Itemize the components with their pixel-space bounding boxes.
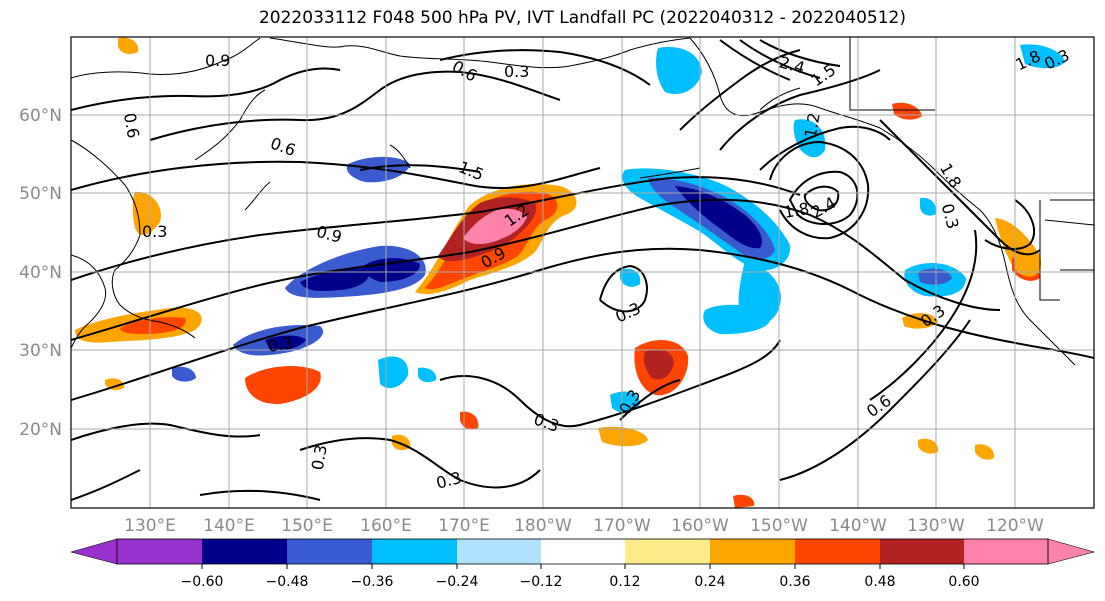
lon-label: 150°E (281, 516, 333, 536)
colorbar-tick-label: 0.36 (779, 574, 810, 590)
lon-label: 150°W (750, 516, 808, 536)
lat-label: 60°N (19, 106, 62, 126)
lon-label: 160°W (671, 516, 729, 536)
colorbar-tick-label: −0.24 (436, 574, 479, 590)
colorbar-swatch (541, 539, 625, 564)
coastlines (71, 37, 1094, 366)
lon-label: 120°W (986, 516, 1044, 536)
contour-label: 0.9 (205, 51, 230, 70)
contour-label: 0.6 (120, 111, 143, 139)
lon-label: 170°W (593, 516, 651, 536)
lon-label: 160°E (360, 516, 412, 536)
colorbar-swatch (625, 539, 710, 564)
colorbar-swatch (117, 539, 202, 564)
map-area: 0.9 0.6 0.3 0.9 0.6 1.5 1.2 0.9 0.6 0.3 … (71, 37, 1094, 508)
chart-title: 2022033112 F048 500 hPa PV, IVT Landfall… (258, 8, 906, 28)
lon-label: 170°E (438, 516, 490, 536)
colorbar-tick-label: 0.12 (609, 574, 640, 590)
contour-label: 0.3 (142, 222, 167, 241)
lon-label: 130°W (907, 516, 965, 536)
lon-label: 140°E (203, 516, 255, 536)
colorbar-tick-label: −0.60 (181, 574, 224, 590)
colorbar-swatch (372, 539, 457, 564)
colorbar-tick-label: 0.48 (864, 574, 895, 590)
contour-label: 0.3 (504, 62, 529, 81)
longitude-axis: 130°E 140°E 150°E 160°E 170°E 180°W 170°… (124, 516, 1044, 536)
colorbar-extend-high (1047, 538, 1096, 565)
lat-label: 40°N (19, 263, 62, 283)
colorbar-tick-label: −0.12 (520, 574, 563, 590)
colorbar-tick-label: −0.36 (351, 574, 394, 590)
colorbar-swatch (457, 539, 541, 564)
contour-label: 0.3 (266, 333, 294, 356)
colorbar: −0.60 −0.48 −0.36 −0.24 −0.12 0.12 0.24 … (69, 538, 1096, 590)
lon-label: 180°W (514, 516, 572, 536)
contour-label: 0.3 (308, 443, 331, 471)
colorbar-extend-low (69, 538, 118, 565)
colorbar-tick-label: −0.48 (266, 574, 309, 590)
colorbar-swatch (202, 539, 287, 564)
graticule (71, 37, 1094, 508)
lat-label: 20°N (19, 420, 62, 440)
lat-label: 50°N (19, 184, 62, 204)
colorbar-tick-label: 0.24 (694, 574, 725, 590)
lat-label: 30°N (19, 341, 62, 361)
colorbar-tick-label: 0.60 (948, 574, 979, 590)
lon-label: 130°E (124, 516, 176, 536)
colorbar-swatch (880, 539, 964, 564)
lon-label: 140°W (829, 516, 887, 536)
pv-contours (71, 39, 1094, 501)
colorbar-swatch (795, 539, 880, 564)
colorbar-swatch (964, 539, 1048, 564)
latitude-axis: 60°N 50°N 40°N 30°N 20°N (19, 106, 62, 440)
colorbar-swatch (287, 539, 372, 564)
map-frame (70, 36, 1095, 509)
colorbar-swatch (710, 539, 795, 564)
contour-label: 1.2 (801, 111, 824, 139)
contour-label: 1.8 (782, 199, 810, 222)
